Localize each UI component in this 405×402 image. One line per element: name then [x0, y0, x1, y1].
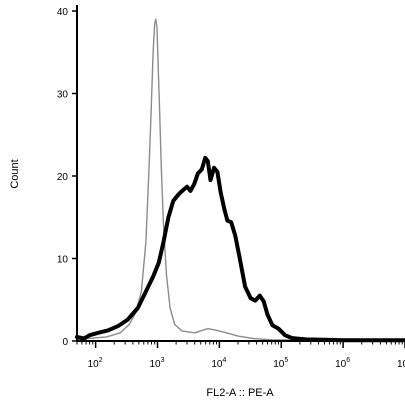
x-tick-exponent: 2 — [99, 357, 103, 364]
x-tick-base: 10 — [150, 359, 162, 370]
x-tick-label: 102 — [88, 357, 103, 370]
x-tick-exponent: 6 — [346, 357, 350, 364]
x-tick-exponent: 5 — [284, 357, 288, 364]
x-tick-label: 104 — [211, 357, 226, 370]
y-tick-label: 40 — [57, 7, 69, 18]
x-tick-base: 10 — [397, 359, 405, 370]
x-tick-base: 10 — [273, 359, 285, 370]
x-axis-title: FL2-A :: PE-A — [206, 387, 274, 399]
x-tick-exponent: 4 — [223, 357, 227, 364]
series-line-1 — [76, 18, 405, 341]
x-tick-label: 103 — [150, 357, 165, 370]
y-tick-label: 30 — [57, 90, 69, 101]
y-tick-label: 0 — [62, 337, 68, 348]
x-tick-base: 10 — [88, 359, 100, 370]
y-axis-title: Count — [9, 159, 21, 188]
x-tick-base: 10 — [335, 359, 347, 370]
x-tick-label: 106 — [335, 357, 350, 370]
series-line-2 — [75, 155, 405, 343]
y-tick-label: 10 — [57, 255, 69, 266]
y-tick-label: 20 — [57, 172, 69, 183]
x-tick-exponent: 3 — [161, 357, 165, 364]
x-tick-base: 10 — [211, 359, 223, 370]
x-tick-label: 105 — [273, 357, 288, 370]
x-tick-label: 107 — [397, 357, 405, 370]
